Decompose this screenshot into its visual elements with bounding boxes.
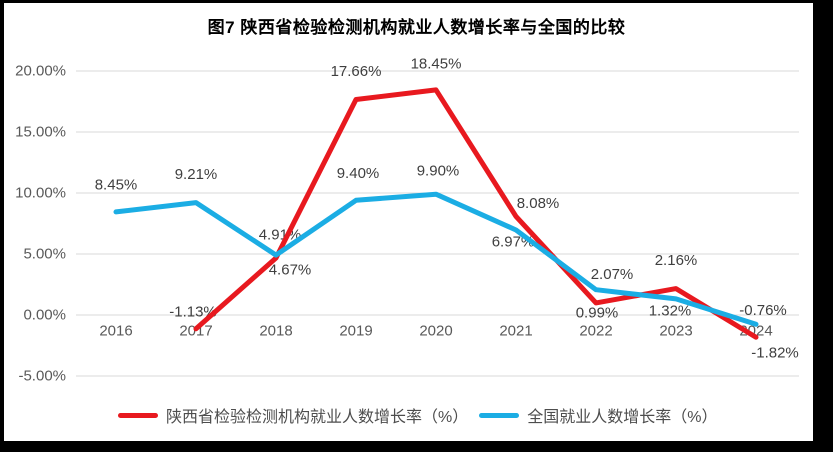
data-point-label: -1.13% <box>169 303 217 320</box>
data-point-label: 9.90% <box>417 163 460 180</box>
legend-label: 陕西省检验检测机构就业人数增长率（%） <box>166 409 469 426</box>
data-point-label: 17.66% <box>331 63 382 80</box>
series-line-1 <box>113 191 759 327</box>
x-axis-year-label: 2024 <box>739 323 772 340</box>
data-point-label: -1.82% <box>751 345 799 362</box>
x-axis-year-label: 2023 <box>659 323 692 340</box>
y-axis-tick-label: 5.00% <box>23 246 66 263</box>
x-axis-year-label: 2016 <box>99 323 132 340</box>
data-point-label: 0.99% <box>576 304 619 321</box>
series-line-0 <box>193 87 759 340</box>
data-point-label: -0.76% <box>739 302 787 319</box>
data-point-label: 8.08% <box>517 195 560 212</box>
frame-border-right <box>813 0 833 452</box>
y-axis-tick-label: -5.00% <box>18 368 66 385</box>
y-axis-tick-label: 20.00% <box>15 63 66 80</box>
data-point-label: 18.45% <box>411 55 462 72</box>
data-point-label: 9.21% <box>175 166 218 183</box>
y-axis-tick-label: 10.00% <box>15 185 66 202</box>
x-axis-year-label: 2019 <box>339 323 372 340</box>
legend-label: 全国就业人数增长率（%） <box>527 409 718 426</box>
x-axis-year-label: 2021 <box>499 323 532 340</box>
data-point-label: 2.16% <box>655 252 698 269</box>
data-point-label: 1.32% <box>649 302 692 319</box>
chart-title: 图7 陕西省检验检测机构就业人数增长率与全国的比较 <box>207 18 626 37</box>
y-axis-tick-label: 0.00% <box>23 307 66 324</box>
frame-border-top <box>0 0 833 3</box>
legend-swatch-icon <box>479 412 520 418</box>
data-point-label: 8.45% <box>95 176 138 193</box>
data-point-label: 4.67% <box>269 262 312 279</box>
y-axis-tick-label: 15.00% <box>15 124 66 141</box>
legend-item: 全国就业人数增长率（%） <box>479 403 717 427</box>
x-axis-year-label: 2020 <box>419 323 452 340</box>
x-axis-year-label: 2022 <box>579 323 612 340</box>
chart-legend: 陕西省检验检测机构就业人数增长率（%） 全国就业人数增长率（%） <box>118 403 717 427</box>
legend-item: 陕西省检验检测机构就业人数增长率（%） <box>118 403 468 427</box>
x-axis-year-label: 2018 <box>259 323 292 340</box>
legend-swatch-icon <box>118 412 158 418</box>
frame-border-bottom <box>0 441 833 452</box>
frame-border-left <box>0 0 4 452</box>
data-point-label: 9.40% <box>337 165 380 182</box>
data-point-label: 2.07% <box>591 266 634 283</box>
